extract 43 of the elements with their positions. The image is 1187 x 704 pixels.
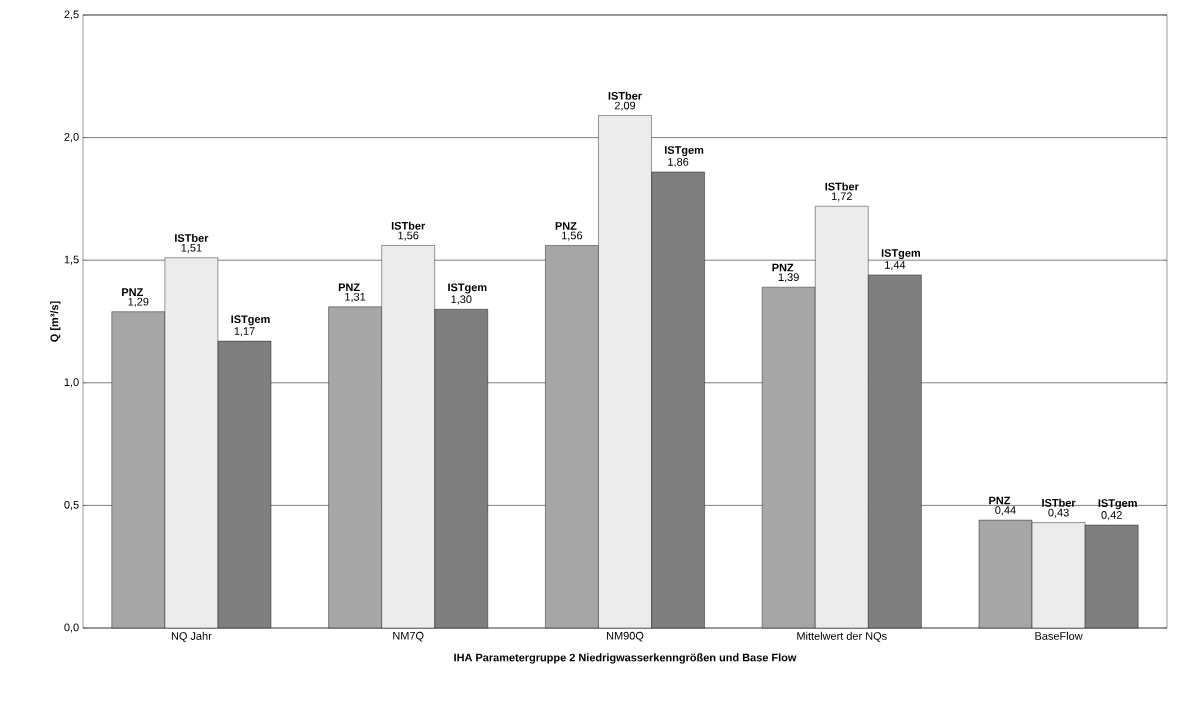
text: PNZ	[772, 263, 794, 272]
y-tick-label: 1,5	[64, 255, 79, 265]
y-tick-label: 0,0	[64, 623, 79, 633]
y-tick-label: 0,5	[64, 500, 79, 510]
text: ISTgem	[665, 146, 704, 157]
data-label: 0,43	[1048, 508, 1069, 518]
series-label: PNZ	[555, 222, 577, 230]
series-label: ISTber	[1042, 498, 1076, 507]
data-label: 2,09	[614, 101, 636, 111]
x-tick-label: NQ Jahr	[171, 631, 212, 642]
data-label: 0,44	[995, 506, 1016, 516]
data-label: 1,56	[562, 231, 583, 241]
data-label: 1,17	[234, 327, 255, 337]
data-label: 1,44	[885, 261, 906, 271]
y-tick-label: 2,5	[64, 10, 79, 20]
x-tick-label: Mittelwert der NQs	[797, 631, 887, 642]
data-label: 1,39	[778, 273, 799, 283]
text: PNZ	[338, 283, 360, 291]
y-tick-label: 1,0	[64, 378, 79, 388]
legend-label: ISTgem	[1098, 499, 1137, 510]
x-tick-label: BaseFlow	[1035, 631, 1083, 640]
text: ISTber	[825, 182, 859, 191]
y-tick-label: 2,0	[64, 133, 79, 143]
text: PNZ	[989, 496, 1011, 505]
text: ISTgem	[881, 249, 920, 260]
text: ISTgem	[448, 283, 487, 294]
text: ISTgem	[231, 315, 270, 326]
data-label: 1,56	[398, 231, 419, 241]
x-tick-label: NM7Q	[393, 631, 424, 642]
data-label: 1,51	[181, 243, 202, 253]
data-label: 1,72	[831, 192, 852, 202]
data-label: 1,86	[668, 158, 689, 168]
text: ISTber	[608, 91, 642, 100]
text: ISTber	[175, 233, 209, 242]
data-label: 1,29	[128, 297, 149, 307]
x-tick-label: NM90Q	[607, 631, 644, 642]
data-label: 1,30	[451, 295, 472, 305]
x-axis-title: IHA Parametergruppe 2 Niedrigwasserkenngrößen und Base Flow	[454, 653, 797, 664]
text: ISTber	[391, 221, 426, 230]
data-label: 0,42	[1101, 511, 1122, 521]
y-axis-title: Q [m³/s]	[50, 301, 61, 342]
data-label: 1,31	[345, 292, 366, 302]
text: PNZ	[122, 288, 143, 296]
